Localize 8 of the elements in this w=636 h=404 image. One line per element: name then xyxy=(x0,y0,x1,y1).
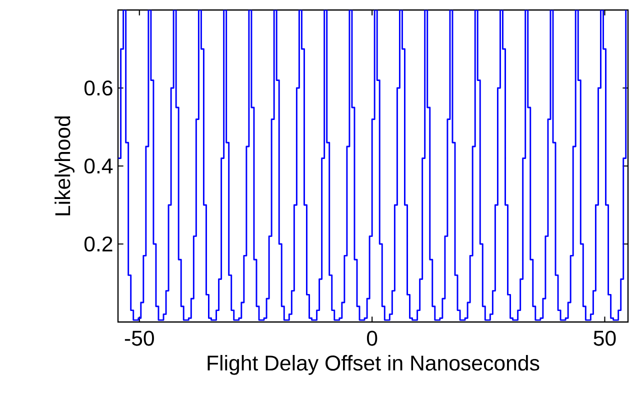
x-axis-title: Flight Delay Offset in Nanoseconds xyxy=(208,354,540,375)
x-tick-label: -50 xyxy=(124,330,154,346)
x-tick-label: 50 xyxy=(594,330,616,346)
y-tick-label: 0.6 xyxy=(84,80,112,96)
y-tick-label: 0.2 xyxy=(84,236,112,252)
y-tick-label: 0.4 xyxy=(84,158,113,174)
x-tick-label: 0 xyxy=(366,330,378,346)
y-axis-title: Likelyhood xyxy=(54,116,74,216)
